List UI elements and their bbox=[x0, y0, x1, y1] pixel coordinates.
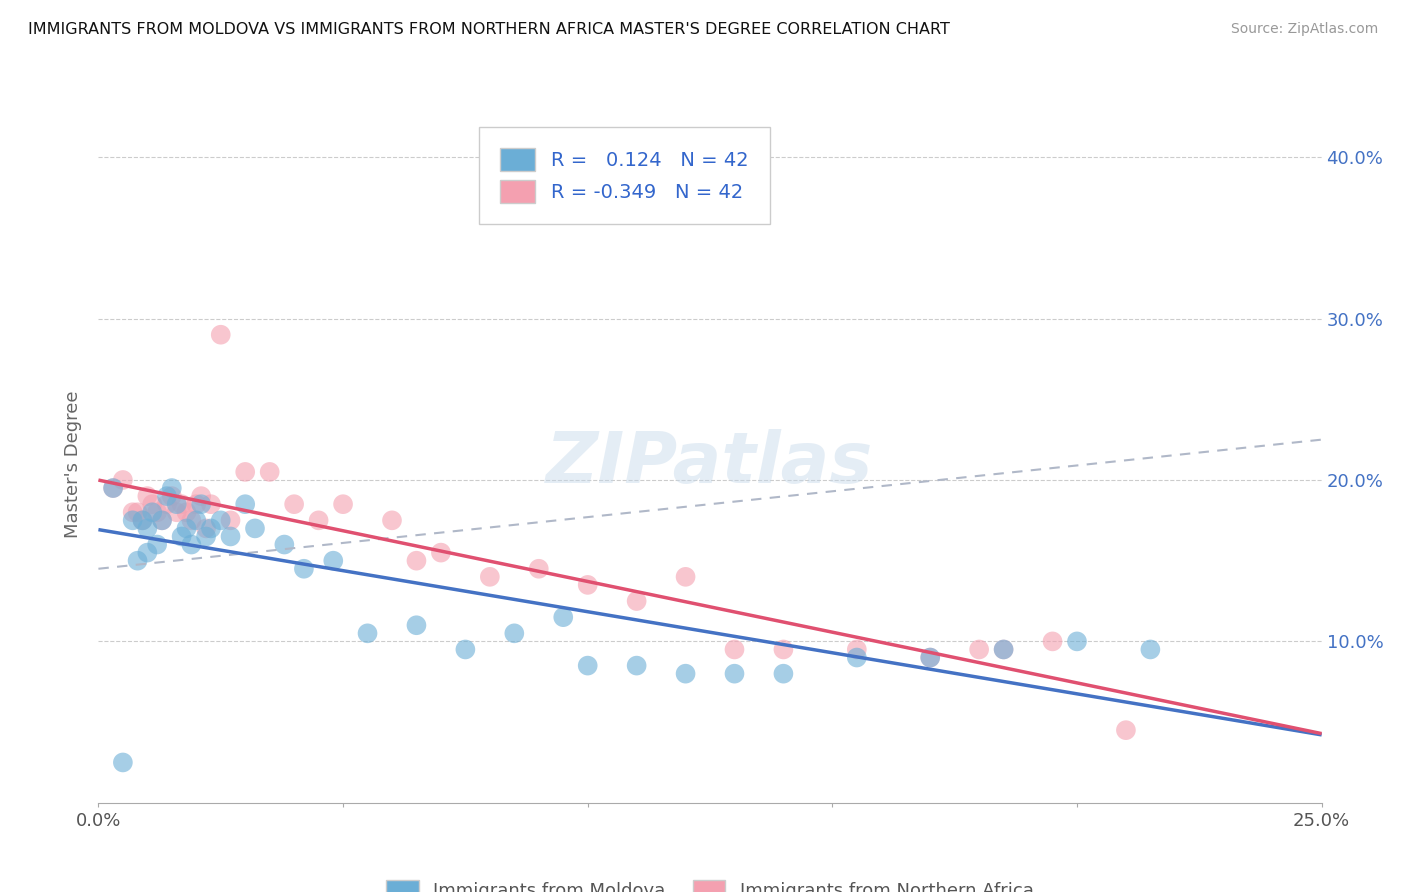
Point bbox=[141, 497, 163, 511]
Point bbox=[553, 610, 575, 624]
Point bbox=[723, 666, 745, 681]
Point bbox=[195, 529, 218, 543]
Point bbox=[180, 537, 202, 551]
Point bbox=[576, 658, 599, 673]
Legend: Immigrants from Moldova, Immigrants from Northern Africa: Immigrants from Moldova, Immigrants from… bbox=[380, 873, 1040, 892]
Text: Source: ZipAtlas.com: Source: ZipAtlas.com bbox=[1230, 22, 1378, 37]
Point bbox=[626, 594, 648, 608]
Point bbox=[967, 642, 990, 657]
Point bbox=[136, 521, 159, 535]
Point bbox=[101, 481, 124, 495]
Point bbox=[576, 578, 599, 592]
Point bbox=[993, 642, 1015, 657]
Point bbox=[190, 489, 212, 503]
Point bbox=[430, 546, 453, 560]
Point bbox=[131, 513, 153, 527]
Point bbox=[993, 642, 1015, 657]
Point bbox=[195, 521, 218, 535]
Point bbox=[127, 554, 149, 568]
Point bbox=[259, 465, 281, 479]
Point bbox=[478, 570, 501, 584]
Point bbox=[503, 626, 526, 640]
Text: IMMIGRANTS FROM MOLDOVA VS IMMIGRANTS FROM NORTHERN AFRICA MASTER'S DEGREE CORRE: IMMIGRANTS FROM MOLDOVA VS IMMIGRANTS FR… bbox=[28, 22, 950, 37]
Point bbox=[166, 505, 188, 519]
Point bbox=[101, 481, 124, 495]
Point bbox=[141, 505, 163, 519]
Point bbox=[156, 497, 179, 511]
Point bbox=[675, 666, 697, 681]
Point bbox=[233, 465, 256, 479]
Point bbox=[356, 626, 378, 640]
Point bbox=[219, 529, 242, 543]
Point bbox=[772, 642, 794, 657]
Point bbox=[1139, 642, 1161, 657]
Point bbox=[121, 513, 143, 527]
Point bbox=[146, 537, 169, 551]
Point bbox=[170, 497, 193, 511]
Point bbox=[111, 473, 134, 487]
Point bbox=[136, 546, 159, 560]
Point bbox=[723, 642, 745, 657]
Point bbox=[920, 650, 942, 665]
Point bbox=[146, 505, 169, 519]
Point bbox=[209, 327, 232, 342]
Point bbox=[186, 497, 208, 511]
Point bbox=[186, 513, 208, 527]
Point bbox=[845, 650, 868, 665]
Point bbox=[322, 554, 344, 568]
Point bbox=[405, 618, 427, 632]
Point bbox=[180, 513, 202, 527]
Point bbox=[166, 497, 188, 511]
Point bbox=[381, 513, 404, 527]
Point bbox=[131, 513, 153, 527]
Point bbox=[200, 497, 222, 511]
Point bbox=[772, 666, 794, 681]
Point bbox=[121, 505, 143, 519]
Point bbox=[176, 521, 198, 535]
Point bbox=[156, 489, 179, 503]
Point bbox=[1042, 634, 1064, 648]
Point bbox=[150, 513, 173, 527]
Point bbox=[160, 489, 183, 503]
Point bbox=[454, 642, 477, 657]
Point bbox=[626, 658, 648, 673]
Point bbox=[1115, 723, 1137, 738]
Point bbox=[190, 497, 212, 511]
Point bbox=[273, 537, 295, 551]
Point bbox=[527, 562, 550, 576]
Point bbox=[1066, 634, 1088, 648]
Point bbox=[160, 481, 183, 495]
Point bbox=[219, 513, 242, 527]
Point bbox=[283, 497, 305, 511]
Point bbox=[209, 513, 232, 527]
Point bbox=[292, 562, 315, 576]
Point bbox=[332, 497, 354, 511]
Point bbox=[845, 642, 868, 657]
Point bbox=[308, 513, 330, 527]
Point bbox=[176, 505, 198, 519]
Point bbox=[200, 521, 222, 535]
Point bbox=[675, 570, 697, 584]
Point bbox=[233, 497, 256, 511]
Point bbox=[920, 650, 942, 665]
Point bbox=[405, 554, 427, 568]
Point bbox=[127, 505, 149, 519]
Text: ZIPatlas: ZIPatlas bbox=[547, 429, 873, 499]
Point bbox=[170, 529, 193, 543]
Point bbox=[243, 521, 266, 535]
Point bbox=[111, 756, 134, 770]
Point bbox=[136, 489, 159, 503]
Point bbox=[150, 513, 173, 527]
Y-axis label: Master's Degree: Master's Degree bbox=[65, 390, 83, 538]
